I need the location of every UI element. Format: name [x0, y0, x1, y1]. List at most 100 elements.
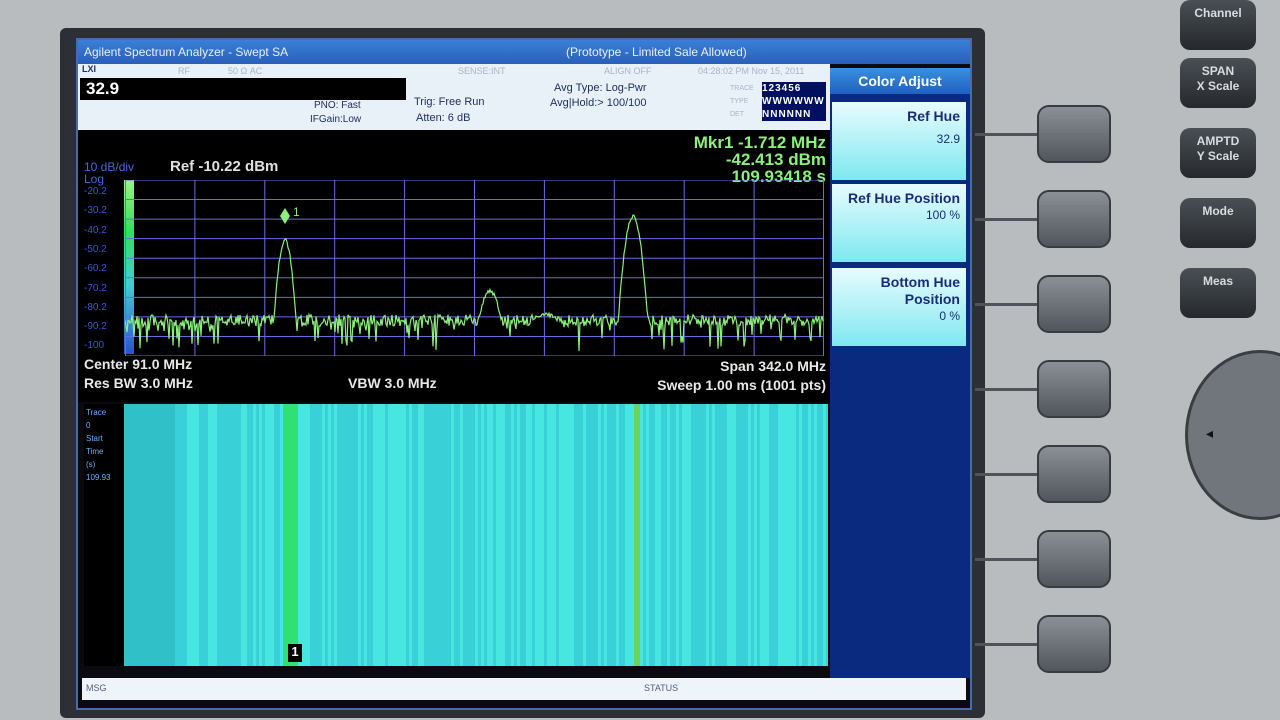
hw-button-meas[interactable]: Meas	[1180, 268, 1256, 318]
y-tick-label: -90.2	[84, 321, 107, 333]
softkey-label: Ref Hue Position	[847, 190, 960, 206]
y-tick-label: -40.2	[84, 224, 107, 236]
span[interactable]: Span 342.0 MHz	[720, 358, 826, 374]
spectrogram-label-line: Start	[86, 434, 103, 443]
hw-button-sublabel: Y Scale	[1196, 149, 1240, 163]
marker-readout: Mkr1 -1.712 MHz -42.413 dBm 109.93418 s	[694, 134, 826, 185]
navigation-dpad[interactable]: ◂	[1185, 350, 1280, 520]
y-tick-label: -70.2	[84, 282, 107, 294]
atten-label: Atten: 6 dB	[416, 112, 471, 124]
ifgain-label: IFGain:Low	[310, 114, 362, 125]
hw-button-sublabel: X Scale	[1196, 79, 1240, 93]
hardware-softkey-3[interactable]	[1037, 275, 1111, 333]
hw-button-label: Meas	[1202, 274, 1234, 288]
status-bar: LXI RF 50 Ω AC SENSE:INT ALIGN OFF 04:28…	[78, 64, 830, 130]
spectrogram-label-line: 0	[86, 421, 91, 430]
spectrogram-axis-label: Trace 0 Start Time (s) 109.93	[86, 406, 110, 484]
marker-label: 1	[293, 205, 300, 219]
hardware-softkey-4[interactable]	[1037, 360, 1111, 418]
spectrogram-label-line: 109.93	[86, 473, 111, 482]
softkey-label: Ref Hue	[907, 108, 960, 124]
softkey-ref-hue[interactable]: Ref Hue 32.9	[832, 102, 966, 180]
hw-button-mode[interactable]: Mode	[1180, 198, 1256, 248]
hw-button-label: Mode	[1202, 204, 1234, 218]
softkey-value: 0 %	[939, 309, 960, 323]
softkey-bottom-hue-position[interactable]: Bottom Hue Position 0 %	[832, 268, 966, 346]
hardware-softkey-7[interactable]	[1037, 615, 1111, 673]
y-tick-label: -30.2	[84, 205, 107, 217]
y-tick-label: -60.2	[84, 263, 107, 275]
vbw[interactable]: VBW 3.0 MHz	[348, 375, 437, 391]
marker-diamond-icon	[280, 208, 290, 224]
hardware-softkey-1[interactable]	[1037, 105, 1111, 163]
trace-types: WWWWWW	[762, 96, 825, 107]
trace-indicator: 123456 WWWWWW NNNNNN	[762, 82, 826, 121]
spectrum-graph: 10 dB/div Log Ref -10.22 dBm Mkr1 -1.712…	[78, 130, 830, 402]
datetime: 04:28:02 PM Nov 15, 2011	[698, 66, 805, 76]
softkey-connector	[975, 558, 1037, 561]
spectrogram-marker: 1	[288, 644, 302, 662]
spectrum-trace	[125, 214, 824, 352]
spectrogram-label-line: Time	[86, 447, 104, 456]
spectrogram-label-line: (s)	[86, 460, 96, 469]
hw-button-label: AMPTD	[1196, 134, 1240, 148]
res-bw[interactable]: Res BW 3.0 MHz	[84, 375, 193, 391]
avg-type-label: Avg Type: Log-Pwr	[554, 82, 647, 94]
y-tick-label: -80.2	[84, 301, 107, 313]
entry-value-field[interactable]: 32.9	[80, 78, 406, 100]
trace-numbers: 123456	[762, 83, 802, 94]
hardware-softkey-2[interactable]	[1037, 190, 1111, 248]
hw-button-label: Channel	[1194, 6, 1242, 20]
type-row-label: TYPE	[730, 98, 749, 105]
hw-button-label: SPAN	[1201, 64, 1235, 78]
hw-button-amptd[interactable]: AMPTD Y Scale	[1180, 128, 1256, 178]
coupling-label: 50 Ω AC	[228, 66, 263, 76]
spectrogram-waterfall	[124, 404, 828, 666]
log-label: Log	[84, 172, 105, 186]
analyzer-screen: Agilent Spectrum Analyzer - Swept SA (Pr…	[76, 38, 972, 710]
det-row-label: DET	[730, 111, 744, 118]
window-title: Agilent Spectrum Analyzer - Swept SA	[84, 45, 289, 59]
center-freq[interactable]: Center 91.0 MHz	[84, 356, 193, 372]
marker-amplitude: -42.413 dBm	[725, 150, 826, 169]
spectrogram-label-line: Trace	[86, 408, 107, 417]
softkey-connector	[975, 218, 1037, 221]
hardware-softkey-5[interactable]	[1037, 445, 1111, 503]
spectrum-plot[interactable]: 1	[125, 180, 824, 356]
trace-detectors: NNNNNN	[762, 109, 812, 120]
softkey-connector	[975, 133, 1037, 136]
trace-row-label: TRACE	[730, 85, 754, 92]
window-subtitle: (Prototype - Limited Sale Allowed)	[566, 45, 747, 59]
spectrogram: Trace 0 Start Time (s) 109.93 1	[84, 404, 828, 666]
rf-label: RF	[178, 66, 190, 76]
avg-hold-label: Avg|Hold:> 100/100	[550, 97, 647, 109]
align-label: ALIGN OFF	[604, 66, 652, 76]
softkey-connector	[975, 643, 1037, 646]
ref-level[interactable]: Ref -10.22 dBm	[170, 158, 279, 175]
hardware-softkey-6[interactable]	[1037, 530, 1111, 588]
marker-freq: Mkr1 -1.712 MHz	[693, 133, 826, 152]
scale-label: 10 dB/div	[84, 160, 135, 174]
marker-time: 109.93418 s	[731, 167, 826, 186]
hw-button-channel[interactable]: Channel	[1180, 0, 1256, 50]
message-bar: MSG STATUS	[82, 678, 966, 700]
softkey-label: Bottom Hue Position	[880, 274, 960, 307]
lxi-icon: LXI	[82, 64, 97, 74]
softkey-value: 100 %	[925, 208, 960, 222]
y-tick-label: -100	[84, 340, 105, 352]
trig-label: Trig: Free Run	[414, 96, 485, 108]
softkey-connector	[975, 473, 1037, 476]
msg-label: MSG	[86, 683, 107, 693]
title-bar: Agilent Spectrum Analyzer - Swept SA (Pr…	[78, 40, 970, 64]
sweep-time[interactable]: Sweep 1.00 ms (1001 pts)	[657, 377, 826, 393]
hw-button-span[interactable]: SPAN X Scale	[1180, 58, 1256, 108]
softkey-value: 32.9	[936, 132, 960, 146]
softkey-menu-title: Color Adjust	[830, 68, 970, 94]
arrow-left-icon: ◂	[1206, 425, 1214, 441]
y-tick-label: -50.2	[84, 243, 107, 255]
pno-label: PNO: Fast	[314, 100, 361, 111]
color-scale-bar	[124, 180, 134, 354]
softkey-ref-hue-position[interactable]: Ref Hue Position 100 %	[832, 184, 966, 262]
softkey-panel: Color Adjust Ref Hue 32.9 Ref Hue Positio…	[830, 68, 970, 678]
y-tick-label: -20.2	[84, 186, 107, 197]
